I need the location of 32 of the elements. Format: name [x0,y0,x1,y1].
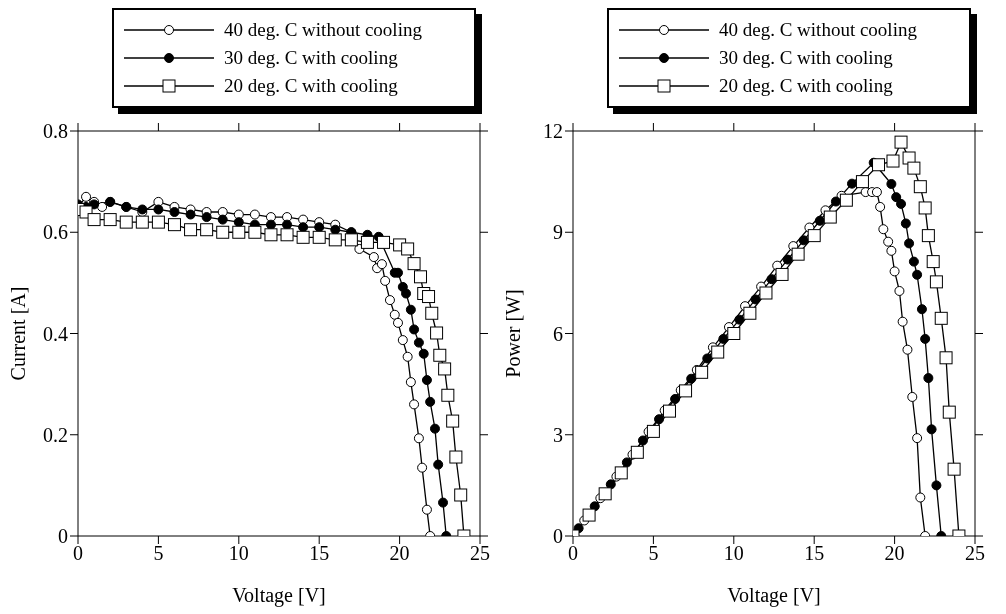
x-tick-label: 15 [309,542,330,565]
y-tick-label: 0.2 [43,423,68,446]
y-tick-label: 0 [553,525,563,548]
x-axis-title: Voltage [V] [727,584,821,607]
y-tick-label: 0.4 [43,322,68,345]
y-axis-title: Current [A] [7,286,30,381]
x-tick-label: 5 [648,542,659,565]
x-tick-label: 25 [470,542,490,565]
x-tick-label: 15 [804,542,825,565]
legend-label: 40 deg. C without cooling [719,19,917,41]
x-tick-label: 10 [723,542,744,565]
x-tick-label: 0 [73,542,83,565]
x-tick-label: 5 [153,542,164,565]
x-tick-label: 20 [884,542,905,565]
y-tick-label: 6 [553,322,563,345]
x-axis-title: Voltage [V] [232,584,326,607]
x-tick-label: 0 [568,542,578,565]
x-tick-label: 25 [965,542,985,565]
x-tick-label: 20 [389,542,410,565]
y-tick-label: 12 [543,120,563,143]
y-tick-label: 0.6 [43,221,68,244]
legend-label: 30 deg. C with cooling [719,47,893,69]
y-tick-label: 3 [553,423,563,446]
x-tick-label: 10 [228,542,249,565]
y-axis-title: Power [W] [502,289,525,378]
y-tick-label: 9 [553,221,563,244]
legend-label: 20 deg. C with cooling [719,75,893,97]
y-tick-label: 0.8 [43,120,68,143]
legend-label: 30 deg. C with cooling [224,47,398,69]
y-tick-label: 0 [58,525,68,548]
legend-label: 20 deg. C with cooling [224,75,398,97]
legend-label: 40 deg. C without cooling [224,19,422,41]
